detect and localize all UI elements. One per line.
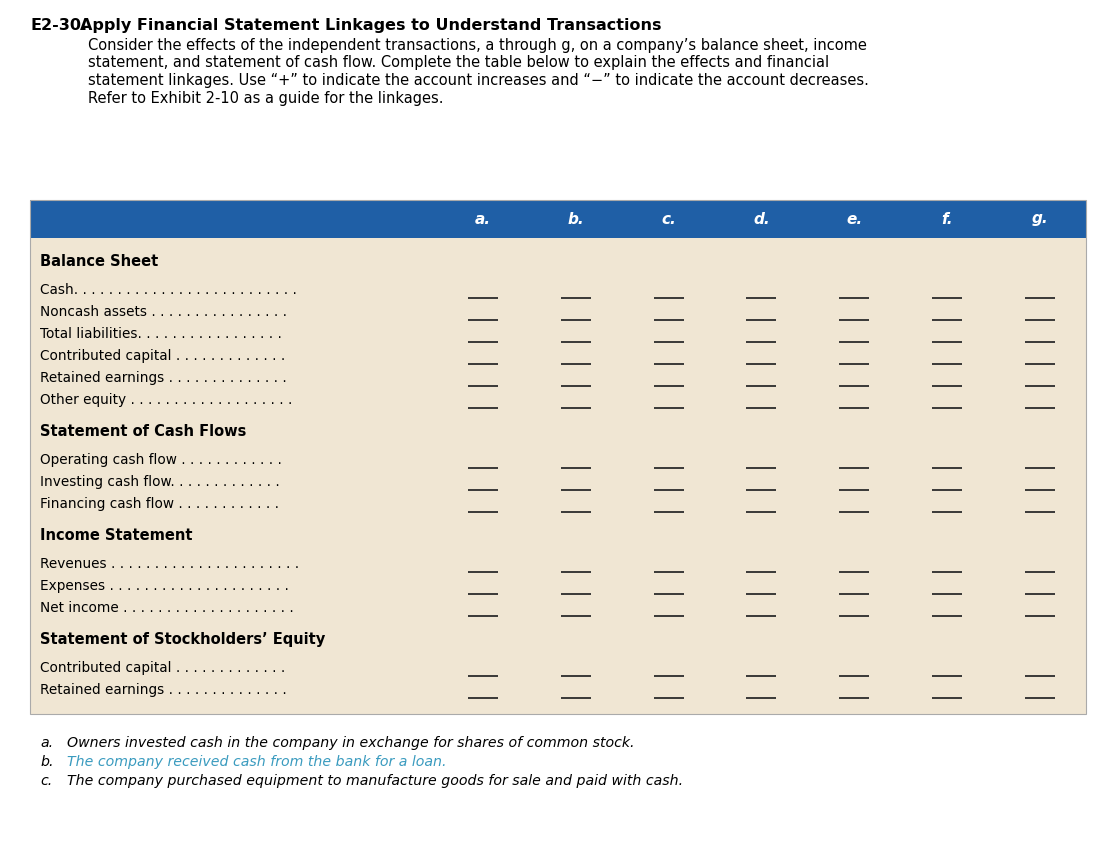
Text: Financing cash flow . . . . . . . . . . . .: Financing cash flow . . . . . . . . . . … <box>40 497 279 511</box>
Bar <box>30 238 1086 714</box>
Text: Retained earnings . . . . . . . . . . . . . .: Retained earnings . . . . . . . . . . . … <box>40 683 287 697</box>
Text: b.: b. <box>40 755 54 769</box>
Text: Consider the effects of the independent transactions, a through g, on a company’: Consider the effects of the independent … <box>88 38 867 53</box>
Text: E2-30.: E2-30. <box>30 18 87 33</box>
Text: statement linkages. Use “+” to indicate the account increases and “−” to indicat: statement linkages. Use “+” to indicate … <box>88 73 869 88</box>
Text: c.: c. <box>661 212 676 226</box>
Text: Apply Financial Statement Linkages to Understand Transactions: Apply Financial Statement Linkages to Un… <box>80 18 662 33</box>
Text: a.: a. <box>40 736 54 750</box>
Text: Income Statement: Income Statement <box>40 528 192 543</box>
Text: c.: c. <box>40 774 52 788</box>
Text: Statement of Cash Flows: Statement of Cash Flows <box>40 424 247 439</box>
Text: g.: g. <box>1031 212 1048 226</box>
Text: Noncash assets . . . . . . . . . . . . . . . .: Noncash assets . . . . . . . . . . . . .… <box>40 305 287 319</box>
Text: Statement of Stockholders’ Equity: Statement of Stockholders’ Equity <box>40 632 325 647</box>
Text: b.: b. <box>567 212 584 226</box>
Text: Other equity . . . . . . . . . . . . . . . . . . .: Other equity . . . . . . . . . . . . . .… <box>40 393 292 407</box>
Text: The company received cash from the bank for a loan.: The company received cash from the bank … <box>58 755 446 769</box>
Text: Expenses . . . . . . . . . . . . . . . . . . . . .: Expenses . . . . . . . . . . . . . . . .… <box>40 579 289 593</box>
Text: The company purchased equipment to manufacture goods for sale and paid with cash: The company purchased equipment to manuf… <box>58 774 683 788</box>
Text: Retained earnings . . . . . . . . . . . . . .: Retained earnings . . . . . . . . . . . … <box>40 371 287 385</box>
Text: statement, and statement of cash flow. Complete the table below to explain the e: statement, and statement of cash flow. C… <box>88 56 829 71</box>
Text: Refer to Exhibit 2-10 as a guide for the linkages.: Refer to Exhibit 2-10 as a guide for the… <box>88 90 443 106</box>
Text: Net income . . . . . . . . . . . . . . . . . . . .: Net income . . . . . . . . . . . . . . .… <box>40 601 294 615</box>
Bar <box>30 200 1086 238</box>
Text: d.: d. <box>753 212 770 226</box>
Text: Balance Sheet: Balance Sheet <box>40 254 158 269</box>
Text: Total liabilities. . . . . . . . . . . . . . . . .: Total liabilities. . . . . . . . . . . .… <box>40 327 282 341</box>
Text: Contributed capital . . . . . . . . . . . . .: Contributed capital . . . . . . . . . . … <box>40 661 286 675</box>
Bar <box>30 200 1086 714</box>
Text: Contributed capital . . . . . . . . . . . . .: Contributed capital . . . . . . . . . . … <box>40 349 286 363</box>
Text: e.: e. <box>846 212 863 226</box>
Text: f.: f. <box>941 212 953 226</box>
Text: Revenues . . . . . . . . . . . . . . . . . . . . . .: Revenues . . . . . . . . . . . . . . . .… <box>40 557 299 571</box>
Text: a.: a. <box>475 212 491 226</box>
Text: Cash. . . . . . . . . . . . . . . . . . . . . . . . . .: Cash. . . . . . . . . . . . . . . . . . … <box>40 283 297 297</box>
Text: Operating cash flow . . . . . . . . . . . .: Operating cash flow . . . . . . . . . . … <box>40 453 282 467</box>
Text: Investing cash flow. . . . . . . . . . . . .: Investing cash flow. . . . . . . . . . .… <box>40 475 280 489</box>
Text: Owners invested cash in the company in exchange for shares of common stock.: Owners invested cash in the company in e… <box>58 736 635 750</box>
